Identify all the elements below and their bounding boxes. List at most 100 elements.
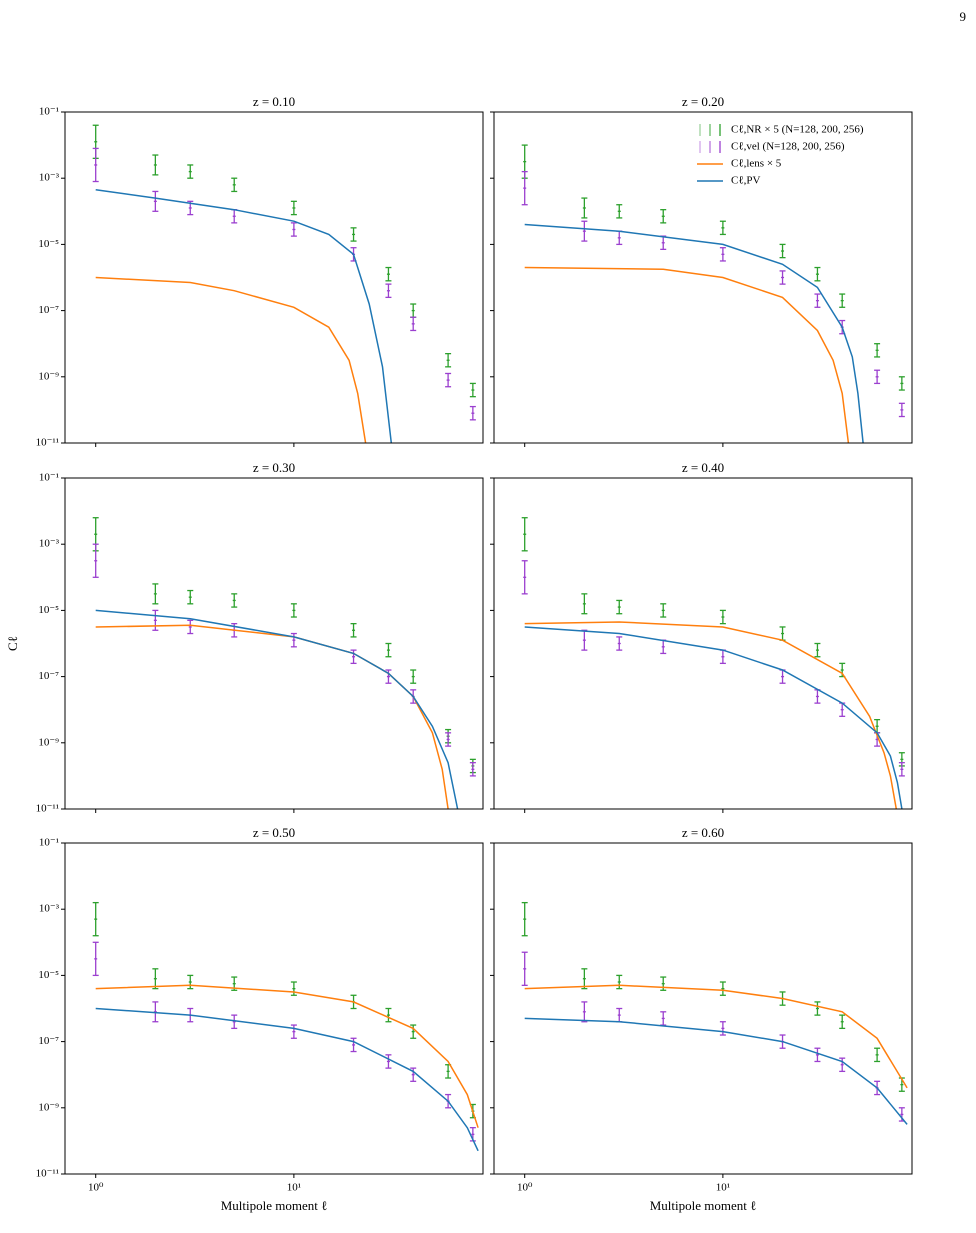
error-bar <box>92 543 99 578</box>
error-bar <box>874 343 881 358</box>
error-bar <box>839 1057 846 1073</box>
error-bar <box>581 220 588 242</box>
error-bar <box>92 147 99 183</box>
error-bar <box>814 689 821 704</box>
error-bar <box>445 372 452 388</box>
y-tick-label: 10⁻⁷ <box>38 1035 59 1047</box>
error-bar <box>410 669 417 684</box>
error-bar <box>874 369 881 385</box>
plot-area <box>92 517 476 809</box>
axes-frame <box>493 111 913 444</box>
curve <box>524 984 908 1089</box>
plot-area <box>521 901 908 1125</box>
error-bar <box>152 968 159 990</box>
error-bar <box>616 1007 623 1023</box>
error-bar <box>616 204 623 219</box>
error-bar <box>445 352 452 368</box>
curve <box>95 609 459 809</box>
y-tick-label: 10⁻¹ <box>39 106 59 118</box>
error-bar <box>719 220 726 236</box>
y-tick-label: 10⁻¹ <box>39 472 59 484</box>
y-tick-label: 10⁻⁹ <box>38 370 59 382</box>
axes-frame <box>64 477 484 810</box>
error-bar <box>616 230 623 246</box>
y-axis-label: Cℓ <box>5 636 20 651</box>
axes-frame <box>64 842 484 1175</box>
legend-entry: Cℓ,lens × 5 <box>697 158 782 170</box>
x-axis-label: Multipole moment ℓ <box>650 1198 757 1213</box>
panel-title: z = 0.40 <box>682 460 724 475</box>
error-bar <box>719 1021 726 1036</box>
error-bar <box>469 382 476 398</box>
legend-entry: Cℓ,NR × 5 (N=128, 200, 256) <box>699 124 864 136</box>
x-tick-label: 10¹ <box>287 1182 301 1194</box>
error-bar <box>581 593 588 615</box>
error-bar <box>187 589 194 605</box>
error-bar <box>660 1011 667 1026</box>
error-bar <box>290 1024 297 1039</box>
legend-label: Cℓ,lens × 5 <box>731 158 782 170</box>
y-tick-label: 10⁻³ <box>39 172 60 184</box>
error-bar <box>469 762 476 777</box>
error-bar <box>385 266 392 282</box>
curve <box>95 189 393 443</box>
curve <box>95 624 449 809</box>
error-bar <box>581 197 588 219</box>
error-bar <box>814 642 821 658</box>
error-bar <box>779 243 786 259</box>
error-bar <box>92 941 99 977</box>
page-number: 9 <box>960 9 967 24</box>
error-bar <box>410 1024 417 1039</box>
error-bar <box>839 1014 846 1030</box>
panel-title: z = 0.20 <box>682 94 724 109</box>
y-tick-label: 10⁻¹¹ <box>36 1168 59 1180</box>
panel-title: z = 0.10 <box>253 94 295 109</box>
curve <box>95 276 367 443</box>
error-bar <box>410 303 417 318</box>
y-tick-label: 10⁻¹ <box>39 837 59 849</box>
axes-frame <box>64 111 484 444</box>
error-bar <box>231 177 238 193</box>
error-bar <box>231 1014 238 1030</box>
y-tick-label: 10⁻⁹ <box>38 1101 59 1113</box>
curve <box>95 1007 479 1152</box>
error-bar <box>152 609 159 631</box>
plot-area <box>521 144 905 443</box>
error-bar <box>152 1001 159 1023</box>
error-bar <box>521 951 528 986</box>
error-bar <box>521 170 528 206</box>
y-tick-label: 10⁻¹¹ <box>36 437 59 449</box>
error-bar <box>719 981 726 996</box>
y-tick-label: 10⁻¹¹ <box>36 803 59 815</box>
y-tick-label: 10⁻⁹ <box>38 736 59 748</box>
error-bar <box>152 154 159 176</box>
error-bar <box>290 981 297 996</box>
error-bar <box>385 642 392 658</box>
error-bar <box>521 517 528 552</box>
error-bar <box>616 599 623 615</box>
x-tick-label: 10⁰ <box>517 1182 533 1194</box>
panel-title: z = 0.30 <box>253 460 295 475</box>
error-bar <box>898 376 905 391</box>
error-bar <box>350 622 357 638</box>
error-bar <box>385 283 392 299</box>
error-bar <box>660 209 667 224</box>
error-bar <box>521 560 528 595</box>
plot-area <box>521 517 905 809</box>
legend-label: Cℓ,PV <box>731 175 760 187</box>
x-tick-label: 10¹ <box>716 1182 730 1194</box>
x-tick-label: 10⁰ <box>88 1182 104 1194</box>
curve <box>524 626 903 809</box>
error-bar <box>187 619 194 635</box>
error-bar <box>385 669 392 684</box>
error-bar <box>410 1067 417 1082</box>
legend-label: Cℓ,NR × 5 (N=128, 200, 256) <box>731 124 864 136</box>
error-bar <box>187 164 194 179</box>
error-bar <box>290 632 297 648</box>
legend-entry: Cℓ,vel (N=128, 200, 256) <box>699 141 845 153</box>
error-bar <box>187 974 194 990</box>
error-bar <box>779 626 786 641</box>
error-bar <box>152 190 159 212</box>
curve <box>524 621 898 809</box>
panel-title: z = 0.60 <box>682 825 724 840</box>
